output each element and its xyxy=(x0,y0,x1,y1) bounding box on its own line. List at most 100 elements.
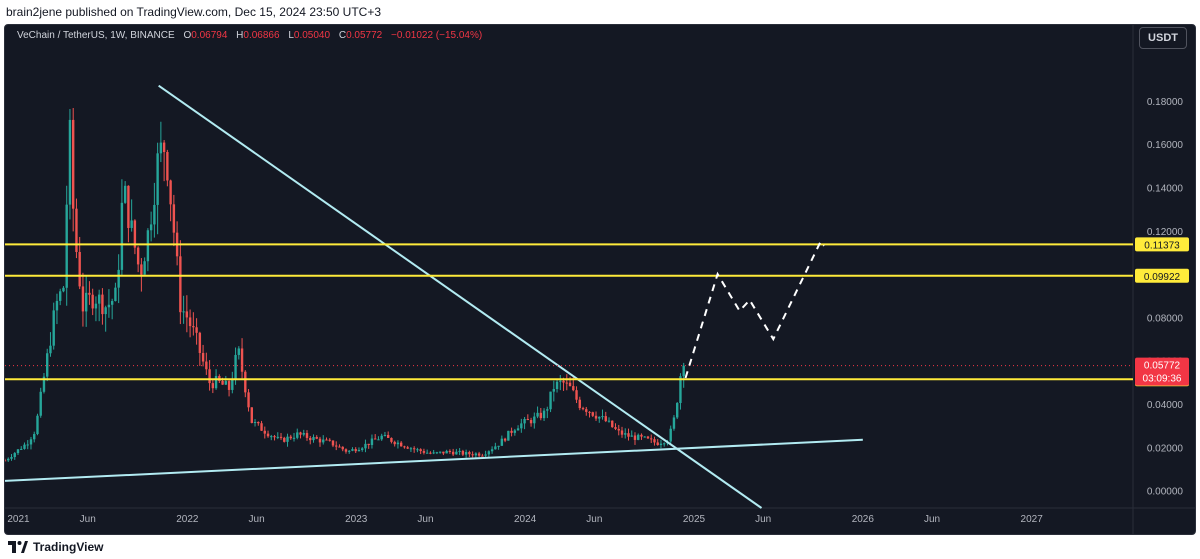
candle-down xyxy=(611,420,614,428)
candle-up xyxy=(659,443,663,446)
candle-down xyxy=(299,432,302,435)
change-value: −0.01022 (−15.04%) xyxy=(391,30,483,41)
candle-up xyxy=(559,380,562,382)
candle-down xyxy=(412,448,416,450)
candle-down xyxy=(471,454,474,456)
candle-up xyxy=(474,453,478,456)
candle-down xyxy=(5,460,7,462)
candle-up xyxy=(555,381,559,390)
candle-up xyxy=(663,443,666,445)
candle-up xyxy=(120,202,124,270)
candle-up xyxy=(20,448,23,450)
candle-down xyxy=(305,433,309,438)
candle-down xyxy=(247,392,250,408)
candle-up xyxy=(679,376,682,404)
y-tick-label: 0.04000 xyxy=(1147,400,1184,411)
candle-up xyxy=(520,423,523,429)
ascending-trendline[interactable] xyxy=(5,438,863,482)
candle-up xyxy=(494,446,497,450)
candle-down xyxy=(640,434,643,437)
symbol-legend: VeChain / TetherUS, 1W, BINANCE O0.06794… xyxy=(17,30,482,41)
candle-down xyxy=(101,294,104,315)
projection-path[interactable] xyxy=(684,239,825,379)
candle-down xyxy=(344,449,348,452)
candle-up xyxy=(416,449,419,451)
candle-down xyxy=(393,441,396,445)
candle-up xyxy=(46,353,49,377)
candle-down xyxy=(315,437,318,439)
candle-up xyxy=(513,430,517,433)
candle-up xyxy=(10,457,13,459)
candle-down xyxy=(617,428,620,431)
candle-up xyxy=(296,432,299,438)
x-tick-label: Jun xyxy=(755,514,771,525)
candle-down xyxy=(195,327,198,333)
candle-down xyxy=(419,449,422,452)
candle-up xyxy=(377,439,380,441)
candle-down xyxy=(169,180,172,205)
candle-down xyxy=(620,430,624,435)
currency-button[interactable]: USDT xyxy=(1139,27,1187,49)
descending-trendline[interactable] xyxy=(158,84,763,509)
candle-up xyxy=(435,452,439,454)
candle-down xyxy=(451,451,455,455)
x-tick-label: Jun xyxy=(924,514,940,525)
candle-down xyxy=(403,446,406,448)
candle-down xyxy=(390,437,393,442)
chart-panel[interactable]: 0.180000.160000.140000.120000.100000.080… xyxy=(4,24,1196,535)
x-tick-label: 2021 xyxy=(7,514,30,525)
candle-down xyxy=(172,204,176,233)
candle-up xyxy=(523,418,526,424)
candle-down xyxy=(572,386,575,391)
candle-down xyxy=(328,439,331,441)
candle-down xyxy=(257,421,260,424)
candle-down xyxy=(399,442,403,447)
current-price-label: 0.05772 xyxy=(1144,361,1181,372)
candle-down xyxy=(81,286,85,312)
candle-down xyxy=(263,430,266,434)
candle-up xyxy=(237,348,241,355)
candle-down xyxy=(78,252,81,287)
bar-countdown-label: 03:09:36 xyxy=(1143,374,1182,385)
candle-down xyxy=(309,437,312,441)
candle-up xyxy=(270,436,273,438)
candle-up xyxy=(357,449,361,452)
x-tick-label: 2025 xyxy=(683,514,706,525)
candle-down xyxy=(461,450,465,455)
candle-up xyxy=(432,452,435,454)
candle-up xyxy=(500,438,504,446)
x-tick-label: Jun xyxy=(417,514,433,525)
candle-down xyxy=(565,382,568,384)
candle-up xyxy=(682,365,685,377)
candle-up xyxy=(637,434,640,440)
candle-up xyxy=(286,436,289,442)
x-tick-label: 2026 xyxy=(852,514,875,525)
tradingview-logo[interactable]: TradingView xyxy=(8,540,103,554)
candle-down xyxy=(594,415,598,419)
candle-up xyxy=(536,412,539,417)
y-tick-label: 0.02000 xyxy=(1147,443,1184,454)
candle-down xyxy=(166,152,169,181)
candle-up xyxy=(39,391,42,416)
candle-down xyxy=(354,449,357,452)
candle-down xyxy=(127,185,130,228)
candle-up xyxy=(455,451,458,455)
candle-down xyxy=(442,451,445,454)
close-label: C xyxy=(338,30,347,41)
candle-down xyxy=(539,412,543,419)
x-tick-label: Jun xyxy=(249,514,265,525)
candle-up xyxy=(59,291,62,301)
close-value: 0.05772 xyxy=(346,30,383,41)
price-chart[interactable]: 0.180000.160000.140000.120000.100000.080… xyxy=(5,25,1195,534)
candle-down xyxy=(279,436,283,438)
x-tick-label: 2027 xyxy=(1021,514,1044,525)
candle-up xyxy=(224,381,228,385)
candle-up xyxy=(601,416,604,418)
candle-down xyxy=(341,446,344,450)
candle-down xyxy=(656,442,659,446)
candle-up xyxy=(253,421,257,423)
candle-up xyxy=(130,220,133,228)
candle-down xyxy=(614,427,617,429)
candle-down xyxy=(205,361,208,370)
candle-up xyxy=(33,434,36,440)
